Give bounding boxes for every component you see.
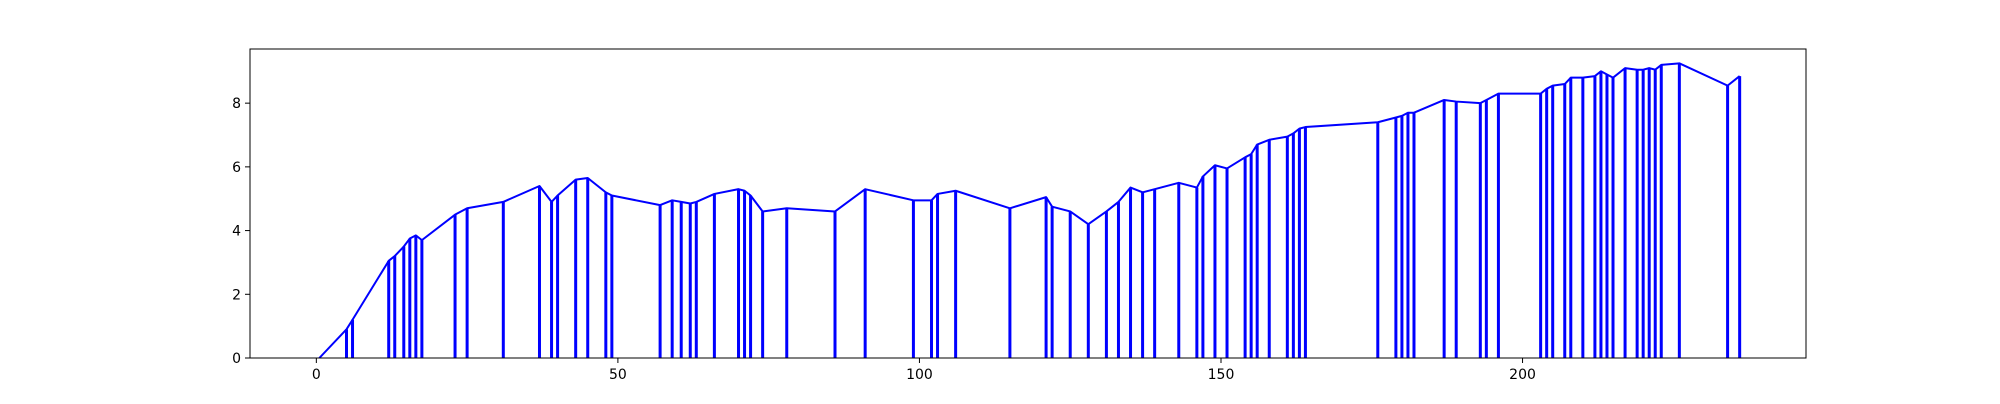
x-tick-label: 200 — [1509, 367, 1536, 383]
y-tick-label: 0 — [232, 351, 241, 367]
series-group — [318, 62, 1742, 359]
y-tick-label: 4 — [232, 224, 241, 240]
y-tick-label: 6 — [232, 160, 241, 176]
axes: 0 50 100 150 200 0 2 4 6 8 — [232, 96, 1536, 383]
plot-frame — [249, 48, 1807, 359]
y-tick-label: 2 — [232, 287, 241, 303]
x-tick-label: 100 — [906, 367, 933, 383]
x-tick-label: 0 — [312, 367, 321, 383]
y-tick-label: 8 — [232, 96, 241, 112]
x-tick-label: 150 — [1208, 367, 1235, 383]
series-line — [318, 62, 1741, 359]
x-tick-label: 50 — [609, 367, 627, 383]
